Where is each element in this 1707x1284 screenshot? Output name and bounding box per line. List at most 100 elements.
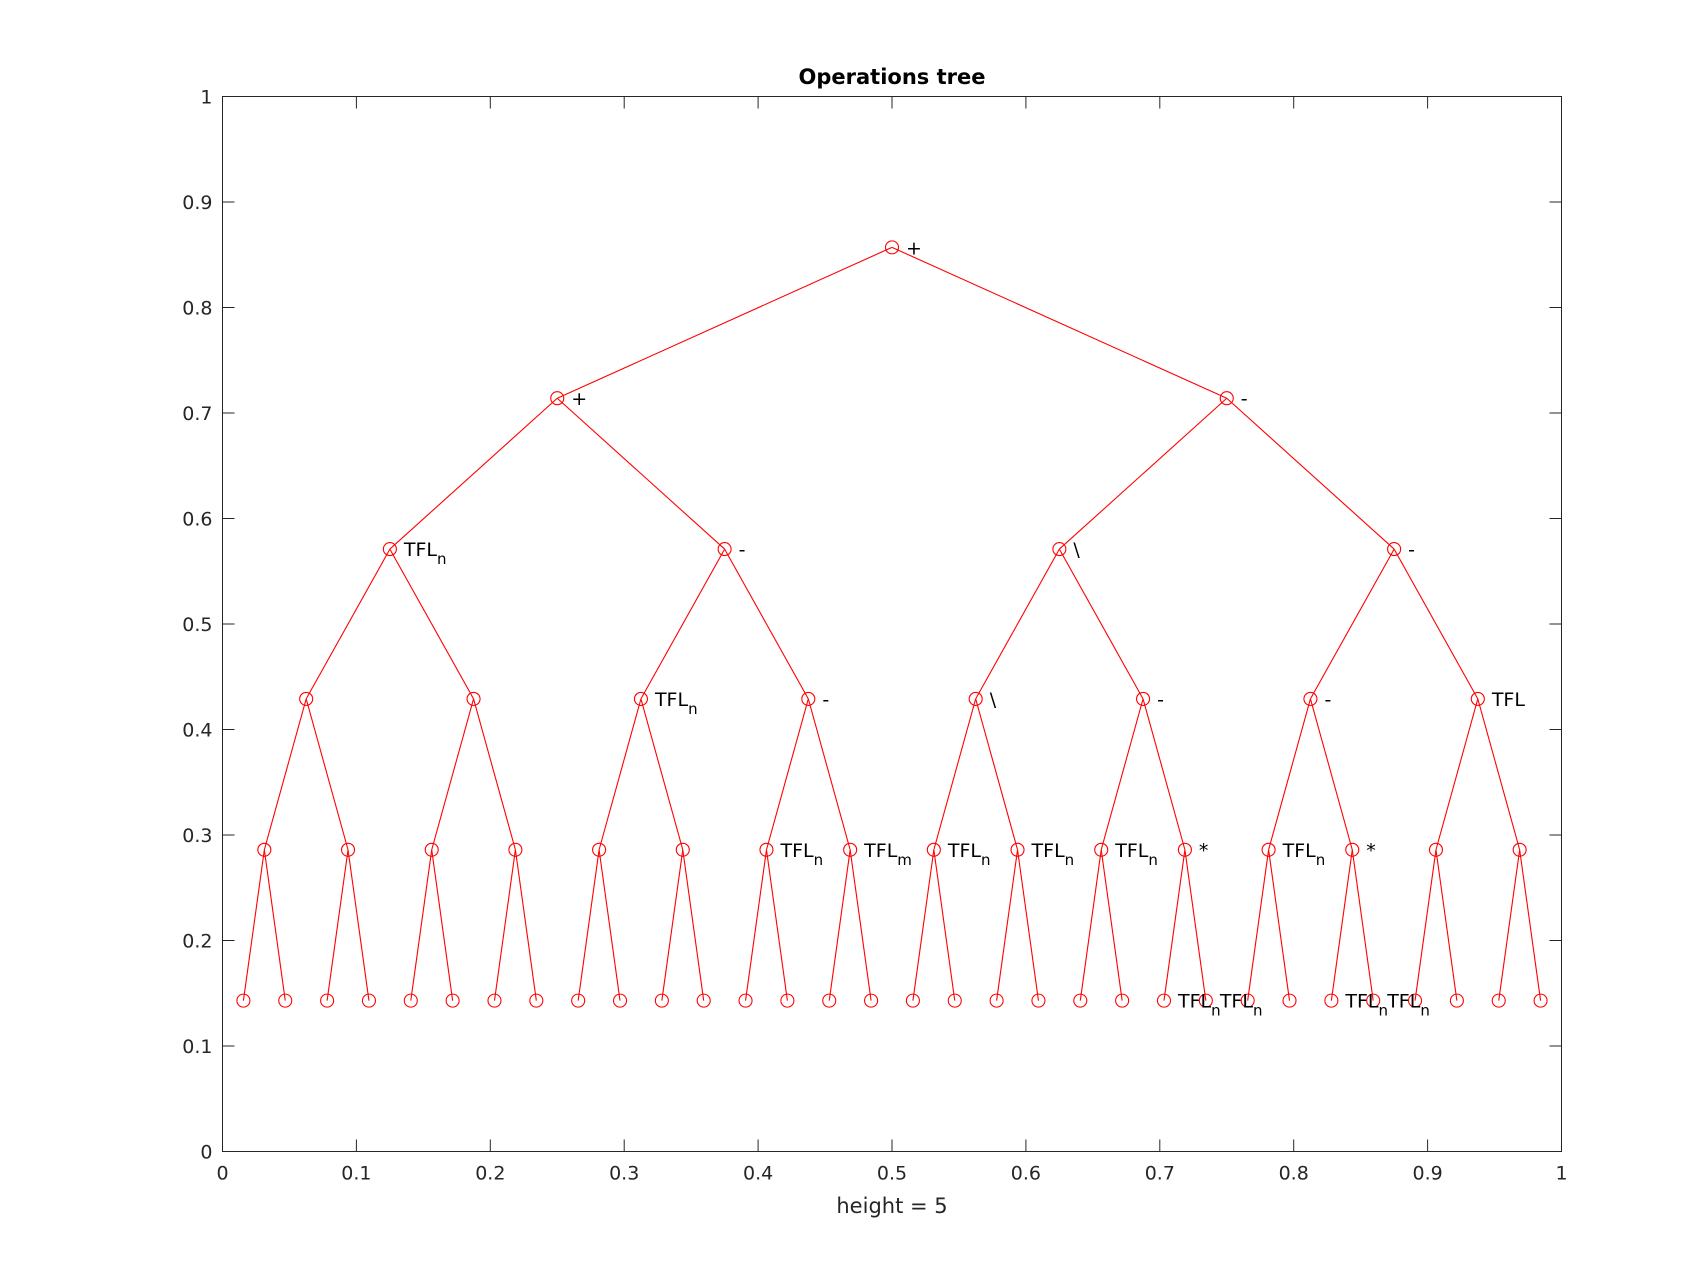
- y-tick-label: 0.6: [182, 509, 212, 531]
- node-label: +: [906, 237, 922, 259]
- node-label: TFLn: [1386, 991, 1430, 1020]
- tree-edge: [1393, 548, 1479, 700]
- tree-node-marker: [1261, 842, 1276, 857]
- x-tick-label: 0.4: [743, 1163, 773, 1185]
- tree-node-marker: [947, 993, 962, 1008]
- tree-edge: [326, 849, 349, 1001]
- node-label: -: [1408, 539, 1415, 561]
- tree-edge: [682, 849, 705, 1001]
- tree-node-marker: [1324, 993, 1339, 1008]
- tree-node-marker: [1512, 842, 1527, 857]
- node-label: TFLn: [1282, 840, 1326, 869]
- tree-node-marker: [1010, 842, 1025, 857]
- y-axis: 0 0.1 0.2 0.3 0.4 0.5 0.6 0.7 0.8 0.9 1: [182, 87, 1562, 1164]
- tree-edge: [640, 548, 726, 700]
- node-label: -: [822, 689, 829, 711]
- tree-node-marker: [382, 542, 397, 557]
- y-tick-label: 0.9: [182, 192, 212, 214]
- tree-edge: [598, 849, 621, 1001]
- tree-node-marker: [759, 842, 774, 857]
- tree-node-marker: [989, 993, 1004, 1008]
- tree-edge: [577, 849, 600, 1001]
- tree-node-marker: [466, 691, 481, 706]
- y-tick-label: 0.4: [182, 720, 212, 742]
- tree-edge: [263, 698, 307, 850]
- node-label: *: [1366, 840, 1376, 862]
- node-label: TFLm: [863, 840, 912, 869]
- tree-edge: [1059, 397, 1228, 550]
- tree-edge: [431, 698, 475, 850]
- tree-edge: [598, 698, 642, 850]
- tree-edge: [1519, 849, 1542, 1001]
- x-tick-label: 0.3: [609, 1163, 639, 1185]
- tree-node-marker: [1533, 993, 1548, 1008]
- tree-node-marker: [696, 993, 711, 1008]
- tree-edge: [1414, 849, 1437, 1001]
- node-label: -: [1241, 388, 1248, 410]
- tree-node-marker: [1407, 993, 1423, 1008]
- tree-edge: [661, 849, 684, 1001]
- x-tick-label: 0.8: [1279, 1163, 1309, 1185]
- tree-edge: [640, 698, 684, 850]
- tree-edge: [975, 548, 1060, 700]
- x-axis-label: height = 5: [836, 1194, 947, 1218]
- y-tick-label: 0: [200, 1142, 212, 1164]
- tree-edge: [765, 698, 809, 850]
- tree-node-marker: [1240, 993, 1255, 1008]
- tree-edge: [431, 849, 454, 1001]
- tree-edge: [828, 849, 851, 1001]
- tree-edge: [1058, 548, 1144, 700]
- tree-node-marker: [403, 993, 418, 1008]
- tree-node-marker: [843, 842, 858, 857]
- node-label: TFLn: [1114, 840, 1158, 869]
- tree-node-marker: [633, 691, 648, 706]
- node-label: TFLn: [1177, 991, 1221, 1020]
- tree-edge: [1226, 397, 1395, 550]
- tree-node-marker: [1449, 993, 1464, 1008]
- tree-node-marker: [822, 993, 837, 1008]
- tree-edge: [807, 698, 851, 850]
- x-tick-label: 0.7: [1145, 1163, 1175, 1185]
- node-label: -: [1324, 689, 1331, 711]
- tree-edge: [724, 548, 809, 700]
- tree-node-marker: [1491, 993, 1506, 1008]
- y-tick-label: 0.7: [182, 403, 212, 425]
- tree-node-marker: [1345, 842, 1360, 857]
- tree-node-marker: [675, 842, 690, 857]
- tree-edges: [242, 246, 1542, 1001]
- tree-edge: [975, 698, 1019, 850]
- node-label: -: [1157, 689, 1164, 711]
- tree-node-marker: [592, 842, 607, 857]
- tree-node-marker: [1115, 993, 1130, 1008]
- tree-node-marker: [1198, 993, 1213, 1008]
- tree-node-marker: [1282, 993, 1297, 1008]
- tree-node-marker: [780, 993, 795, 1008]
- tree-node-marker: [508, 842, 523, 857]
- tree-node-marker: [1031, 993, 1046, 1008]
- tree-node-marker: [361, 993, 377, 1008]
- tree-node-marker: [905, 993, 920, 1008]
- tree-edge: [556, 397, 725, 550]
- tree-node-marker: [1136, 691, 1151, 706]
- tree-edge: [745, 849, 768, 1001]
- tree-edge: [389, 548, 475, 700]
- tree-node-marker: [864, 993, 879, 1008]
- node-label: TFLn: [947, 840, 991, 869]
- tree-node-marker: [445, 993, 460, 1008]
- node-label: TFLn: [1031, 840, 1075, 869]
- tree-edge: [1268, 698, 1311, 850]
- tree-edge: [389, 397, 558, 550]
- tree-edge: [1498, 849, 1521, 1001]
- tree-node-marker: [571, 993, 586, 1008]
- tree-edge: [1309, 698, 1353, 850]
- tree-edge: [1330, 849, 1353, 1001]
- tree-edge: [410, 849, 433, 1001]
- node-label: *: [1199, 840, 1209, 862]
- node-label: \: [1073, 539, 1080, 561]
- x-tick-label: 0.1: [341, 1163, 371, 1185]
- tree-edge: [242, 849, 265, 1001]
- tree-edge: [305, 548, 391, 700]
- y-tick-label: 1: [200, 87, 212, 109]
